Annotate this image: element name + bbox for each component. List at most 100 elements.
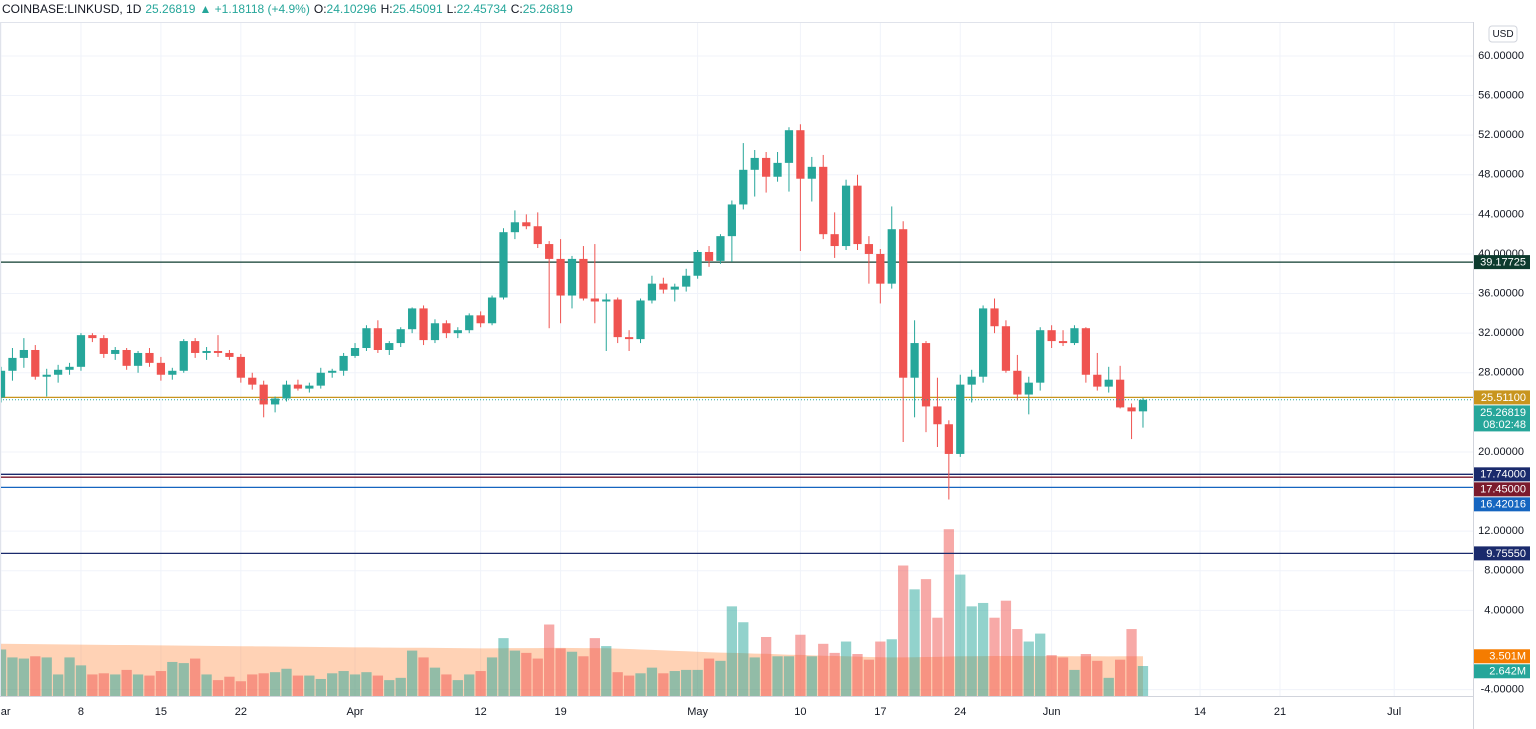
candle-body	[1104, 379, 1113, 387]
volume-bar	[418, 657, 429, 696]
volume-bar	[738, 622, 749, 696]
change: ▲ +1.18118 (+4.9%)	[199, 2, 309, 16]
x-tick-label: 22	[235, 706, 247, 718]
candle-body	[191, 341, 200, 353]
candle-body	[567, 258, 577, 296]
low-label: L:	[446, 2, 457, 16]
volume-bar	[338, 671, 349, 696]
volume-bar	[646, 667, 658, 696]
currency-box[interactable]	[1488, 25, 1518, 43]
candle-body	[545, 244, 554, 259]
volume-bar	[726, 606, 738, 696]
y-tick-label: 12.00000	[1478, 525, 1524, 537]
candle-body	[133, 352, 143, 366]
volume-bar	[258, 673, 269, 696]
volume-bar	[1137, 666, 1149, 696]
axis-price-label-bg	[1474, 405, 1530, 432]
volume-bar	[144, 675, 155, 696]
axis-price-label-bg	[1474, 664, 1530, 679]
candle-body	[213, 350, 223, 353]
volume-bar	[818, 643, 829, 696]
volume-bar	[806, 656, 817, 696]
candle-body	[864, 244, 874, 254]
volume-bar	[224, 676, 235, 696]
y-tick-label: 20.00000	[1478, 446, 1524, 458]
volume-bar	[498, 638, 509, 696]
volume-bar	[692, 669, 703, 696]
change-value: +1.18118 (+4.9%)	[214, 2, 310, 16]
candle-body	[533, 226, 542, 245]
candle-body	[339, 355, 348, 371]
y-tick-label: 32.00000	[1478, 327, 1524, 339]
volume-bar	[1092, 660, 1103, 696]
volume-bar	[178, 663, 189, 696]
candle-body	[602, 299, 611, 302]
candle-body	[967, 376, 976, 385]
volume-bar	[521, 652, 532, 696]
candle-body	[899, 229, 908, 378]
candle-body	[465, 315, 474, 331]
y-tick-label: 60.00000	[1478, 50, 1524, 62]
y-tick-label: 56.00000	[1478, 89, 1524, 101]
candle-body	[944, 424, 953, 454]
volume-bar	[235, 681, 246, 696]
candle-body	[636, 300, 645, 340]
candle-body	[579, 258, 588, 299]
candle-body	[762, 157, 771, 177]
volume-bar	[749, 657, 760, 696]
axis-price-label: 2.642M	[1489, 666, 1526, 678]
volume-bar	[41, 657, 52, 696]
candle-body	[362, 328, 371, 349]
volume-bar	[955, 574, 966, 696]
candle-body	[430, 323, 440, 341]
axis-price-label-bg	[1474, 467, 1530, 482]
volume-bar	[349, 674, 361, 696]
y-tick-label: 48.00000	[1478, 169, 1524, 181]
volume-bar	[829, 652, 840, 696]
volume-bar	[132, 674, 144, 696]
candle-body	[647, 283, 657, 301]
candle-body	[990, 308, 999, 327]
candle-body	[1070, 328, 1079, 344]
volume-bar	[292, 675, 304, 696]
candle-body	[682, 275, 691, 287]
volume-bar	[840, 641, 852, 696]
x-tick-label: 10	[794, 706, 806, 718]
low-value: 22.45734	[456, 2, 507, 16]
volume-bar	[87, 674, 98, 696]
volume-bar	[1057, 657, 1069, 696]
x-tick-label: 12	[475, 706, 487, 718]
y-tick-label: 44.00000	[1478, 208, 1524, 220]
candle-body	[259, 384, 268, 405]
candle-body	[1093, 374, 1102, 387]
volume-bar	[190, 658, 201, 696]
x-tick-label: Apr	[346, 706, 363, 718]
y-tick-label: -4.00000	[1481, 683, 1524, 695]
volume-bar	[464, 674, 475, 696]
y-tick-label: 28.00000	[1478, 367, 1524, 379]
candle-body	[590, 298, 599, 302]
axis-price-label-bg	[1474, 482, 1530, 497]
candle-body	[522, 222, 531, 227]
y-tick-label: 36.00000	[1478, 287, 1524, 299]
volume-bar	[703, 658, 715, 696]
symbol: COINBASE:LINKUSD, 1D	[2, 2, 142, 16]
volume-bar	[395, 677, 406, 696]
candle-body	[305, 385, 314, 389]
volume-bar	[658, 673, 669, 696]
candle-body	[841, 185, 851, 247]
volume-bar	[155, 671, 167, 696]
volume-bar	[555, 648, 566, 696]
axis-price-label: 39.17725	[1480, 257, 1526, 269]
volume-bar	[269, 672, 281, 696]
volume-bar	[372, 675, 384, 696]
candle-body	[145, 352, 154, 363]
candle-body	[0, 370, 6, 398]
ohlc-low: L:22.45734	[447, 2, 507, 16]
volume-bar	[920, 579, 932, 696]
volume-bar	[932, 617, 943, 696]
x-tick-label: Jul	[1387, 706, 1401, 718]
volume-bar	[486, 657, 498, 696]
volume-bar	[247, 674, 258, 696]
candle-body	[442, 323, 451, 334]
